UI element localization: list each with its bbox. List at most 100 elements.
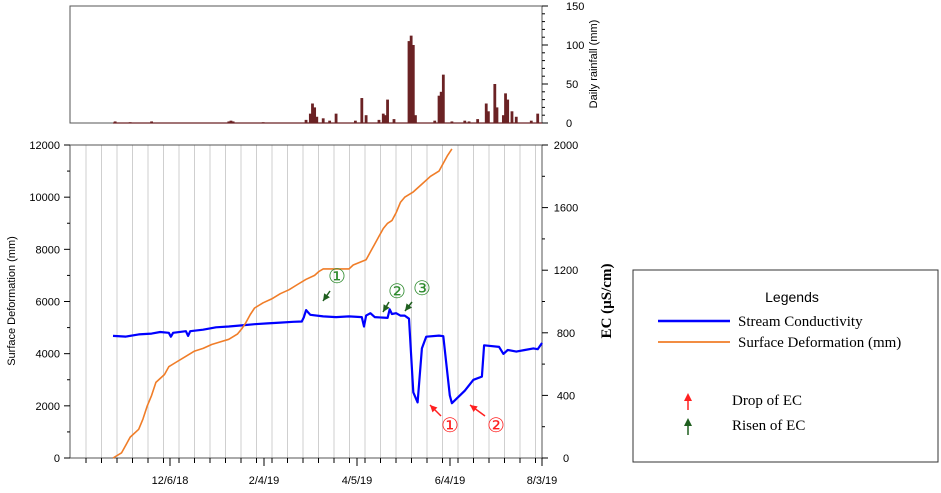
left-y-tick-label: 0 (54, 453, 60, 465)
rainfall-bar (536, 113, 540, 123)
rainfall-bar (364, 115, 368, 123)
annotation-label: ② (487, 413, 505, 437)
right-y-tick-label: 0 (563, 453, 569, 465)
left-y-tick-label: 12000 (29, 140, 60, 152)
rainfall-y-axis-label: Daily rainfall (mm) (588, 20, 600, 109)
rainfall-bar (514, 116, 518, 123)
rainfall-bar (493, 84, 497, 123)
grid-lines (85, 145, 536, 458)
rainfall-bar (304, 119, 308, 123)
rainfall-bar (501, 115, 505, 123)
rainfall-bar (386, 99, 389, 123)
left-y-axis-label: Surface Deformation (mm) (6, 236, 18, 366)
left-y-tick-label: 4000 (36, 349, 60, 361)
rainfall-bar (476, 119, 480, 123)
rainfall-y-tick-label: 100 (566, 40, 584, 52)
rainfall-y-tick-label: 50 (566, 79, 578, 91)
rainfall-bar (113, 121, 117, 123)
rainfall-bar (414, 115, 417, 123)
rainfall-bar (467, 121, 471, 123)
legend-label-risen: Risen of EC (732, 418, 805, 434)
right-y-tick-label: 1600 (554, 203, 578, 215)
legend-frame (632, 269, 939, 463)
rainfall-bar (484, 103, 488, 123)
left-y-axis: 0 2000 4000 6000 8000 10000 12000 (29, 140, 70, 465)
rainfall-y-tick-label: 0 (566, 118, 572, 130)
legend-label-deformation: Surface Deformation (mm) (738, 335, 901, 351)
annotation-arrowhead-icon (323, 293, 330, 301)
right-y-tick-label: 1200 (554, 265, 578, 277)
legend-label-drop: Drop of EC (732, 393, 802, 409)
rainfall-bar (128, 122, 132, 123)
rainfall-bar (439, 91, 443, 123)
drop-arrow-icon (684, 393, 692, 410)
annotation-arrowhead-icon (383, 304, 390, 312)
series-line-deformation (112, 148, 453, 459)
left-y-tick-label: 8000 (36, 244, 60, 256)
risen-arrow-icon (684, 418, 692, 435)
x-tick-label: 2/4/19 (249, 475, 280, 487)
right-y-tick-label: 800 (557, 328, 575, 340)
rainfall-bar (450, 121, 454, 123)
main-plot-frame (69, 144, 543, 459)
annotation-label: ① (328, 264, 346, 288)
series-line-conductivity (112, 308, 543, 405)
rainfall-bar (261, 122, 265, 123)
rainfall-bar (311, 103, 314, 123)
left-y-tick-label: 6000 (36, 297, 60, 309)
rainfall-bar (504, 93, 507, 123)
rainfall-bar (407, 41, 411, 123)
right-y-tick-label: 2000 (554, 140, 578, 152)
rainfall-bar (433, 120, 437, 123)
annotation-label: ③ (413, 276, 431, 300)
series-lines (112, 148, 543, 459)
rainfall-bar (510, 111, 514, 123)
right-y-tick-label: 400 (557, 390, 575, 402)
rainfall-bar (227, 121, 231, 123)
legend-title: Legends (765, 289, 819, 305)
annotations: ①② ③① ② (322, 264, 505, 437)
rainfall-bar (437, 95, 441, 123)
rainfall-bar (315, 116, 319, 123)
x-tick-label: 8/3/19 (527, 475, 558, 487)
annotation-label: ② (388, 279, 406, 303)
rainfall-bar (411, 45, 415, 123)
rainfall-bar (377, 119, 381, 123)
rainfall-bar (441, 74, 445, 123)
rainfall-bar (353, 120, 357, 123)
rainfall-y-axis: 0 50 100 150 (542, 1, 584, 130)
rainfall-bar (506, 99, 510, 123)
annotation-label: ① (441, 413, 459, 437)
rainfall-bar (313, 107, 317, 123)
rainfall-bar (308, 113, 312, 123)
annotation-arrowhead-icon (430, 405, 438, 413)
rainfall-bar (328, 120, 332, 123)
left-y-tick-label: 10000 (29, 192, 60, 204)
left-y-tick-label: 2000 (36, 401, 60, 413)
rainfall-bar (495, 107, 499, 123)
annotation-arrowhead-icon (405, 303, 413, 311)
rainfall-bars (113, 35, 542, 124)
rainfall-panel: 0 50 100 150 Daily rainfall (mm) (69, 1, 600, 130)
legend: Legends Stream Conductivity Surface Defo… (632, 269, 939, 463)
rainfall-bar (360, 98, 364, 123)
rainfall-plot-frame (69, 5, 543, 124)
right-y-axis: 0 400 800 1200 1600 2000 (542, 140, 578, 465)
rainfall-bar (384, 115, 387, 123)
rainfall-bar (392, 119, 396, 123)
main-panel: 0 2000 4000 6000 8000 10000 12000 0 400 800 1200 1… (6, 140, 615, 487)
right-y-axis-label: EC (µS/cm) (599, 264, 615, 339)
rainfall-bar (381, 113, 385, 123)
rainfall-bar (529, 120, 533, 123)
rainfall-y-tick-label: 150 (566, 1, 584, 13)
rainfall-bar (463, 120, 467, 123)
x-axis: 12/6/18 2/4/19 4/5/19 6/4/19 8/3/19 (85, 458, 558, 487)
rainfall-bar (334, 113, 338, 123)
rainfall-bar (321, 118, 325, 123)
rainfall-bar (486, 111, 490, 123)
x-tick-label: 4/5/19 (342, 475, 373, 487)
rainfall-bar (231, 121, 235, 123)
annotation-arrowhead-icon (470, 405, 478, 412)
rainfall-bar (150, 121, 154, 123)
